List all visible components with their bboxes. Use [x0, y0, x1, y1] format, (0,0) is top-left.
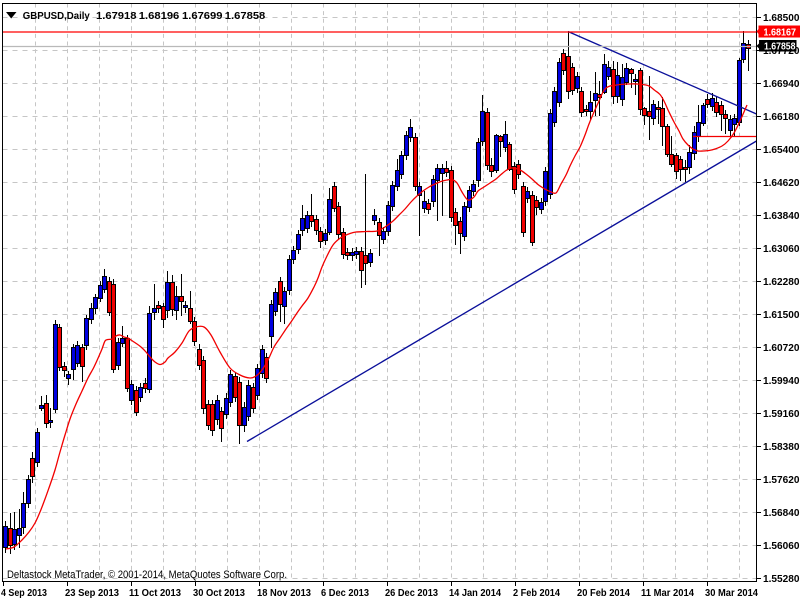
- svg-text:18 Nov 2013: 18 Nov 2013: [257, 587, 311, 599]
- svg-text:2 Feb 2014: 2 Feb 2014: [513, 587, 560, 599]
- svg-text:1.67918: 1.67918: [96, 10, 137, 22]
- svg-text:20 Feb 2014: 20 Feb 2014: [577, 587, 630, 599]
- svg-text:1.56840: 1.56840: [763, 507, 800, 519]
- svg-text:1.66180: 1.66180: [763, 111, 800, 123]
- svg-text:GBPUSD,Daily: GBPUSD,Daily: [23, 10, 90, 22]
- svg-text:1.59160: 1.59160: [763, 408, 800, 420]
- svg-text:1.59940: 1.59940: [763, 375, 800, 387]
- svg-text:1.55280: 1.55280: [763, 573, 800, 585]
- svg-text:1.66940: 1.66940: [763, 78, 800, 90]
- svg-text:1.68167: 1.68167: [764, 26, 797, 38]
- svg-text:1.56060: 1.56060: [763, 540, 800, 552]
- svg-text:23 Sep 2013: 23 Sep 2013: [65, 587, 119, 599]
- svg-text:1.61500: 1.61500: [763, 309, 800, 321]
- svg-text:6 Dec 2013: 6 Dec 2013: [321, 587, 369, 599]
- svg-text:1.68500: 1.68500: [763, 12, 800, 24]
- svg-text:1.68196: 1.68196: [139, 10, 180, 22]
- svg-text:1.57620: 1.57620: [763, 474, 800, 486]
- svg-text:1.63840: 1.63840: [763, 210, 800, 222]
- svg-text:1.64620: 1.64620: [763, 177, 800, 189]
- svg-text:11 Oct 2013: 11 Oct 2013: [129, 587, 181, 599]
- svg-text:1.67699: 1.67699: [182, 10, 223, 22]
- svg-text:1.60720: 1.60720: [763, 342, 800, 354]
- svg-text:1.67858: 1.67858: [764, 41, 796, 53]
- svg-text:1.63060: 1.63060: [763, 243, 800, 255]
- svg-text:30 Oct 2013: 30 Oct 2013: [193, 587, 245, 599]
- svg-text:30 Mar 2014: 30 Mar 2014: [705, 587, 758, 599]
- svg-text:26 Dec 2013: 26 Dec 2013: [385, 587, 438, 599]
- svg-text:1.67858: 1.67858: [225, 10, 266, 22]
- svg-text:Deltastock MetaTrader, © 2001-: Deltastock MetaTrader, © 2001-2014, Meta…: [7, 569, 287, 581]
- svg-text:1.62280: 1.62280: [763, 276, 800, 288]
- svg-text:1.65400: 1.65400: [763, 144, 800, 156]
- svg-text:11 Mar 2014: 11 Mar 2014: [641, 587, 694, 599]
- svg-text:4 Sep 2013: 4 Sep 2013: [1, 587, 47, 599]
- svg-text:1.58380: 1.58380: [763, 441, 800, 453]
- svg-text:14 Jan 2014: 14 Jan 2014: [449, 587, 501, 599]
